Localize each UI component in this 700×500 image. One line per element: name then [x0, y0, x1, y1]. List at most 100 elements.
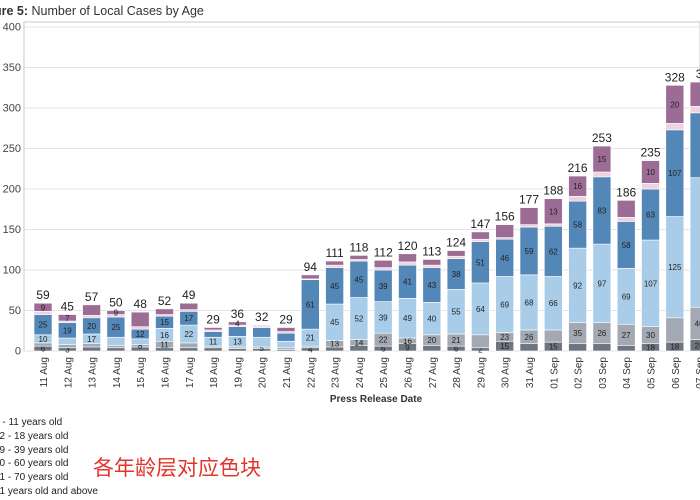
segment-label: 69 [500, 300, 509, 309]
bar-segment [106, 336, 126, 346]
bar-stack: 18 30 107 63 10 [641, 160, 660, 352]
segment-label: 59 [525, 247, 534, 256]
segment-label: 83 [597, 206, 606, 215]
bar-segment [495, 224, 515, 238]
segment-label: 39 [379, 313, 388, 322]
bar-segment [689, 81, 700, 107]
segment-label: 52 [354, 315, 363, 324]
bar-stack: 27 69 58 [616, 200, 636, 352]
bar-stack: 13 45 45 [325, 260, 344, 352]
segment-label: 61 [306, 300, 315, 309]
bar-segment [689, 112, 700, 178]
x-tick-label: 14 Aug [112, 357, 123, 388]
bar-stack: 621 55 38 [446, 250, 466, 354]
x-axis-title: Press Release Date [330, 394, 423, 405]
bar-segment [155, 308, 174, 315]
bar-segment [203, 331, 223, 338]
segment-label: 19 [63, 326, 72, 335]
x-tick-label: 23 Aug [331, 357, 342, 388]
segment-label: 26 [597, 329, 606, 338]
bar-stack: 3 19 7 [57, 314, 77, 354]
segment-label: 20 [427, 336, 436, 345]
segment-label: 38 [452, 270, 461, 279]
x-tick-label: 18 Aug [209, 357, 220, 388]
bar-total-label: 3 [696, 67, 700, 81]
bar-total-label: 177 [519, 193, 539, 207]
bar-segment [106, 347, 126, 352]
bar-segment [665, 85, 685, 124]
segment-label: 64 [476, 305, 485, 314]
bar-segment [276, 327, 296, 332]
bar-total-label: 32 [255, 310, 269, 324]
segment-label: 107 [668, 169, 682, 178]
segment-label: 9 [405, 343, 410, 352]
bar-total-label: 57 [85, 290, 99, 304]
figure-title-text: Number of Local Cases by Age [31, 4, 204, 18]
bar-segment [422, 345, 442, 352]
legend-item: 61 - 70 years old [0, 472, 69, 484]
segment-label: 45 [330, 282, 339, 291]
segment-label: 11 [160, 341, 169, 350]
segment-label: 16 [573, 182, 582, 191]
bar-segment [446, 255, 466, 259]
figure-number: ure 5: [0, 4, 29, 18]
segment-label: 4 [235, 319, 240, 328]
bar-segment [82, 304, 101, 316]
bar-segment [57, 337, 77, 345]
bar-segment [471, 334, 490, 349]
bar-segment [228, 348, 247, 352]
x-tick-label: 28 Aug [452, 357, 463, 388]
segment-label: 49 [403, 314, 412, 323]
segment-label: 55 [452, 308, 461, 317]
x-tick-label: 04 Sep [622, 357, 633, 389]
segment-label: 7 [65, 314, 70, 323]
bar-total-label: 48 [134, 297, 148, 311]
segment-label: 6 [381, 345, 386, 354]
legend-item: 40 - 60 years old [0, 458, 69, 470]
x-tick-label: 01 Sep [549, 357, 560, 389]
segment-label: 5 [259, 344, 264, 353]
y-tick-label: 0 [15, 346, 21, 358]
segment-label: 107 [644, 279, 658, 288]
segment-label: 15 [597, 155, 606, 164]
bar-segment [373, 267, 393, 271]
bar-segment [106, 345, 126, 349]
segment-label: 22 [184, 330, 193, 339]
y-tick-label: 100 [3, 265, 21, 277]
bar-segment [57, 314, 77, 322]
segment-label: 18 [670, 343, 679, 352]
x-tick-label: 03 Sep [598, 357, 609, 389]
bar-segment [203, 327, 223, 331]
segment-label: 21 [306, 334, 315, 343]
bar-stack [276, 327, 296, 352]
bar-total-label: 111 [325, 246, 344, 260]
segment-label: 97 [597, 279, 606, 288]
bar-total-label: 186 [616, 185, 636, 199]
bar-segment [592, 343, 612, 352]
bar-segment [592, 145, 612, 173]
segment-label: 92 [573, 281, 582, 290]
bar-stack: 4 21 61 [300, 274, 320, 354]
x-tick-label: 06 Sep [671, 357, 682, 389]
segment-label: 17 [184, 314, 193, 323]
segment-label: 45 [330, 318, 339, 327]
bar-stack: 622 39 39 [373, 259, 393, 354]
segment-label: 58 [573, 221, 582, 230]
bar-segment [252, 324, 271, 327]
segment-label: 3 [65, 345, 70, 354]
bar-segment [665, 123, 685, 131]
segment-label: 51 [476, 258, 485, 267]
segment-label: 45 [354, 275, 363, 284]
bar-segment [276, 340, 296, 349]
bar-segment [422, 259, 442, 266]
segment-label: 25 [111, 323, 120, 332]
x-tick-label: 22 Aug [306, 357, 317, 388]
x-tick-label: 25 Aug [379, 357, 390, 388]
segment-label: 14 [354, 338, 363, 347]
bar-stack: 26 68 59 [519, 207, 539, 352]
bar-segment [641, 160, 660, 184]
bar-segment [276, 332, 296, 342]
bar-segment [471, 231, 490, 240]
bar-total-label: 216 [568, 161, 588, 175]
